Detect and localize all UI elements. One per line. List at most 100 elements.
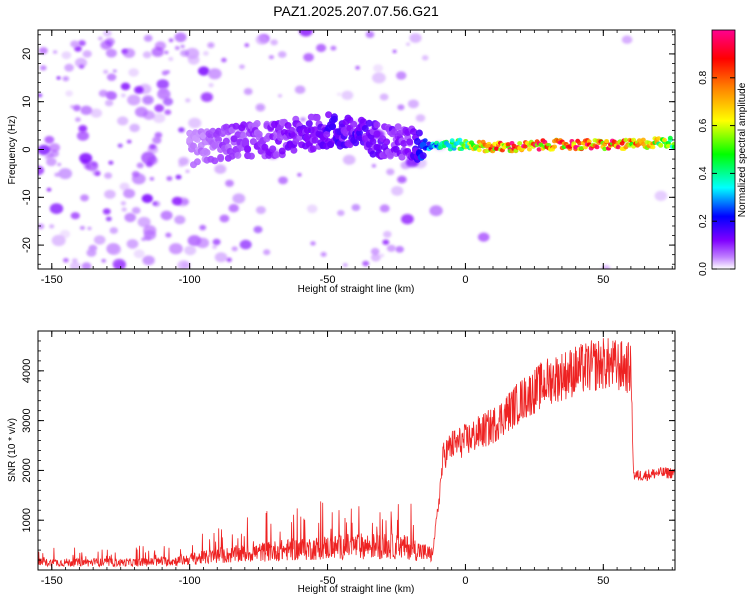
heatmap-noise-cell — [306, 204, 318, 214]
heatmap-ridge-cell — [330, 115, 338, 123]
heatmap-noise-cell — [342, 263, 348, 267]
heatmap-ridge-cell — [242, 139, 250, 147]
heatmap-noise-cell — [131, 207, 141, 214]
heatmap-ridge-cell — [369, 150, 377, 158]
heatmap-noise-cell — [124, 212, 136, 223]
heatmap-noise-cell — [122, 48, 136, 58]
heatmap-noise-cell — [188, 117, 202, 129]
heatmap-noise-cell — [277, 94, 283, 98]
heatmap-noise-cell — [105, 48, 117, 58]
heatmap-noise-cell — [300, 117, 306, 122]
y-tick-label: 2000 — [21, 458, 33, 482]
heatmap-noise-cell — [142, 95, 154, 105]
heatmap-ridge-cell — [415, 129, 423, 137]
heatmap-noise-cell — [176, 197, 189, 207]
heatmap-noise-cell — [44, 135, 55, 144]
heatmap-noise-cell — [65, 90, 73, 97]
heatmap-noise-cell — [64, 63, 74, 72]
heatmap-noise-cell — [93, 235, 106, 245]
heatmap-ridge-cell — [190, 142, 197, 150]
heatmap-noise-cell — [164, 109, 172, 115]
heatmap-ridge-cell — [373, 121, 381, 129]
heatmap-noise-cell — [79, 153, 93, 164]
y-tick-label: 20 — [21, 48, 33, 60]
heatmap-noise-cell — [336, 92, 342, 96]
heatmap-noise-cell — [134, 86, 144, 94]
heatmap-noise-cell — [109, 227, 119, 234]
heatmap-noise-cell — [320, 252, 327, 257]
heatmap-noise-cell — [196, 237, 210, 249]
heatmap-ridge-cell — [398, 153, 406, 161]
heatmap-noise-cell — [397, 104, 405, 111]
snr-series-line — [38, 338, 675, 569]
heatmap-noise-cell — [379, 253, 385, 258]
heatmap-ridge-cell — [474, 144, 480, 149]
heatmap-noise-cell — [407, 99, 419, 109]
heatmap-noise-cell — [225, 179, 234, 187]
snr-y-axis: 1000 2000 3000 4000 — [21, 330, 675, 571]
colorbar-tick-label: 0.0 — [698, 262, 709, 276]
x-tick-label: -150 — [41, 575, 63, 587]
heatmap-noise-cell — [141, 194, 153, 203]
heatmap-noise-cell — [145, 161, 153, 168]
heatmap-noise-cell — [397, 175, 407, 184]
heatmap-noise-cell — [168, 38, 174, 43]
heatmap-noise-cell — [72, 104, 81, 112]
heatmap-ridge-cell — [383, 138, 391, 146]
heatmap-noise-cell — [74, 57, 88, 68]
heatmap-noise-cell — [212, 245, 218, 249]
heatmap-noise-cell — [79, 225, 85, 230]
heatmap-ridge-cell — [394, 123, 402, 131]
heatmap-noise-cell — [97, 36, 103, 41]
heatmap-ridge-cell — [604, 139, 610, 144]
heatmap-noise-cell — [415, 114, 426, 122]
heatmap-noise-cell — [51, 234, 66, 247]
heatmap-noise-cell — [337, 210, 345, 216]
heatmap-ridge-cell — [311, 136, 319, 144]
heatmap-noise-cell — [120, 82, 131, 91]
y-tick-label: 1000 — [21, 508, 33, 532]
colorbar-tick-label: 0.4 — [698, 166, 709, 180]
heatmap-noise-cell — [371, 164, 377, 168]
heatmap-ridge-cell — [359, 118, 367, 126]
heatmap-noise-cell — [391, 186, 404, 196]
heatmap-ridge-cell — [594, 144, 600, 150]
heatmap-noise-cell — [87, 226, 92, 231]
heatmap-ridge-cell — [329, 123, 336, 131]
x-tick-label: 0 — [462, 575, 468, 587]
heatmap-noise-cell — [169, 243, 183, 255]
heatmap-noise-cell — [178, 162, 184, 168]
heatmap-noise-cell — [104, 172, 113, 179]
heatmap-ridge-cell — [261, 143, 269, 151]
colorbar-gradient — [711, 29, 736, 270]
heatmap-ridge-cell — [526, 147, 532, 152]
heatmap-noise-cell — [421, 55, 429, 61]
heatmap-noise-cell — [316, 43, 327, 53]
colorbar-tick-label: 0.2 — [698, 214, 709, 228]
heatmap-ridge-cell — [538, 142, 544, 148]
heatmap-noise-cell — [180, 49, 189, 57]
heatmap-ridge-cell — [309, 145, 317, 153]
spectrogram-x-axis: -150 -100 -50 0 50 — [37, 30, 673, 286]
heatmap-noise-cell — [355, 65, 360, 70]
heatmap-noise-cell — [164, 50, 169, 55]
heatmap-ridge-cell — [284, 122, 292, 129]
heatmap-ridge-cell — [667, 135, 673, 141]
heatmap-noise-cell — [70, 40, 80, 48]
heatmap-noise-cell — [239, 239, 252, 250]
x-tick-label: 50 — [597, 274, 609, 286]
heatmap-noise-cell — [82, 50, 92, 58]
heatmap-ridge-cell — [269, 145, 277, 153]
x-tick-label: -50 — [320, 274, 336, 286]
heatmap-noise-cell — [409, 33, 422, 43]
heatmap-noise-cell — [386, 168, 395, 176]
x-tick-label: -100 — [179, 274, 201, 286]
heatmap-noise-cell — [152, 136, 162, 144]
heatmap-ridge-cell — [505, 142, 511, 147]
heatmap-ridge-cell — [476, 147, 482, 153]
heatmap-noise-cell — [81, 262, 92, 269]
heatmap-noise-cell — [141, 237, 146, 242]
heatmap-ridge-cell — [217, 153, 225, 161]
heatmap-noise-cell — [180, 44, 185, 49]
